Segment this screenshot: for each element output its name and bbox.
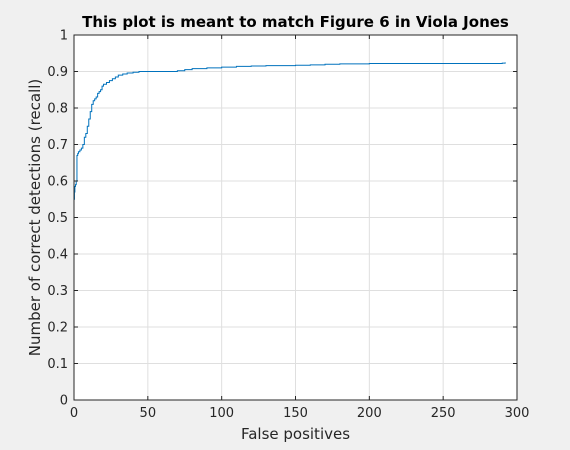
y-tick-labels: 0 0.1 0.2 0.3 0.4 0.5 0.6 0.7 0.8 0.9 1 <box>47 29 68 409</box>
y-tick-label: 0.7 <box>47 138 68 153</box>
x-tick-label: 300 <box>505 406 530 421</box>
x-tick-label: 50 <box>140 406 157 421</box>
x-axis-label: False positives <box>241 425 350 443</box>
chart-title: This plot is meant to match Figure 6 in … <box>82 13 509 31</box>
y-tick-label: 0.1 <box>47 357 68 372</box>
y-tick-label: 0.9 <box>47 65 68 80</box>
x-tick-label: 200 <box>357 406 382 421</box>
grid <box>73 34 518 401</box>
y-tick-label: 0.5 <box>47 211 68 226</box>
x-tick-label: 100 <box>209 406 234 421</box>
recall-series-line <box>73 62 506 400</box>
x-tick-label: 150 <box>283 406 308 421</box>
x-tick-labels: 0 50 100 150 200 250 300 <box>70 406 530 421</box>
y-tick-label: 0.4 <box>47 248 68 263</box>
plot-line-layer <box>73 62 506 400</box>
y-tick-label: 0.3 <box>47 284 68 299</box>
y-tick-label: 0.2 <box>47 321 68 336</box>
axes <box>73 34 518 401</box>
y-axis-label: Number of correct detections (recall) <box>26 79 44 357</box>
x-tick-label: 0 <box>70 406 78 421</box>
y-tick-label: 0.8 <box>47 102 68 117</box>
y-tick-label: 0.6 <box>47 175 68 190</box>
y-tick-label: 1 <box>60 29 68 44</box>
x-tick-label: 250 <box>431 406 456 421</box>
y-tick-label: 0 <box>60 394 68 409</box>
